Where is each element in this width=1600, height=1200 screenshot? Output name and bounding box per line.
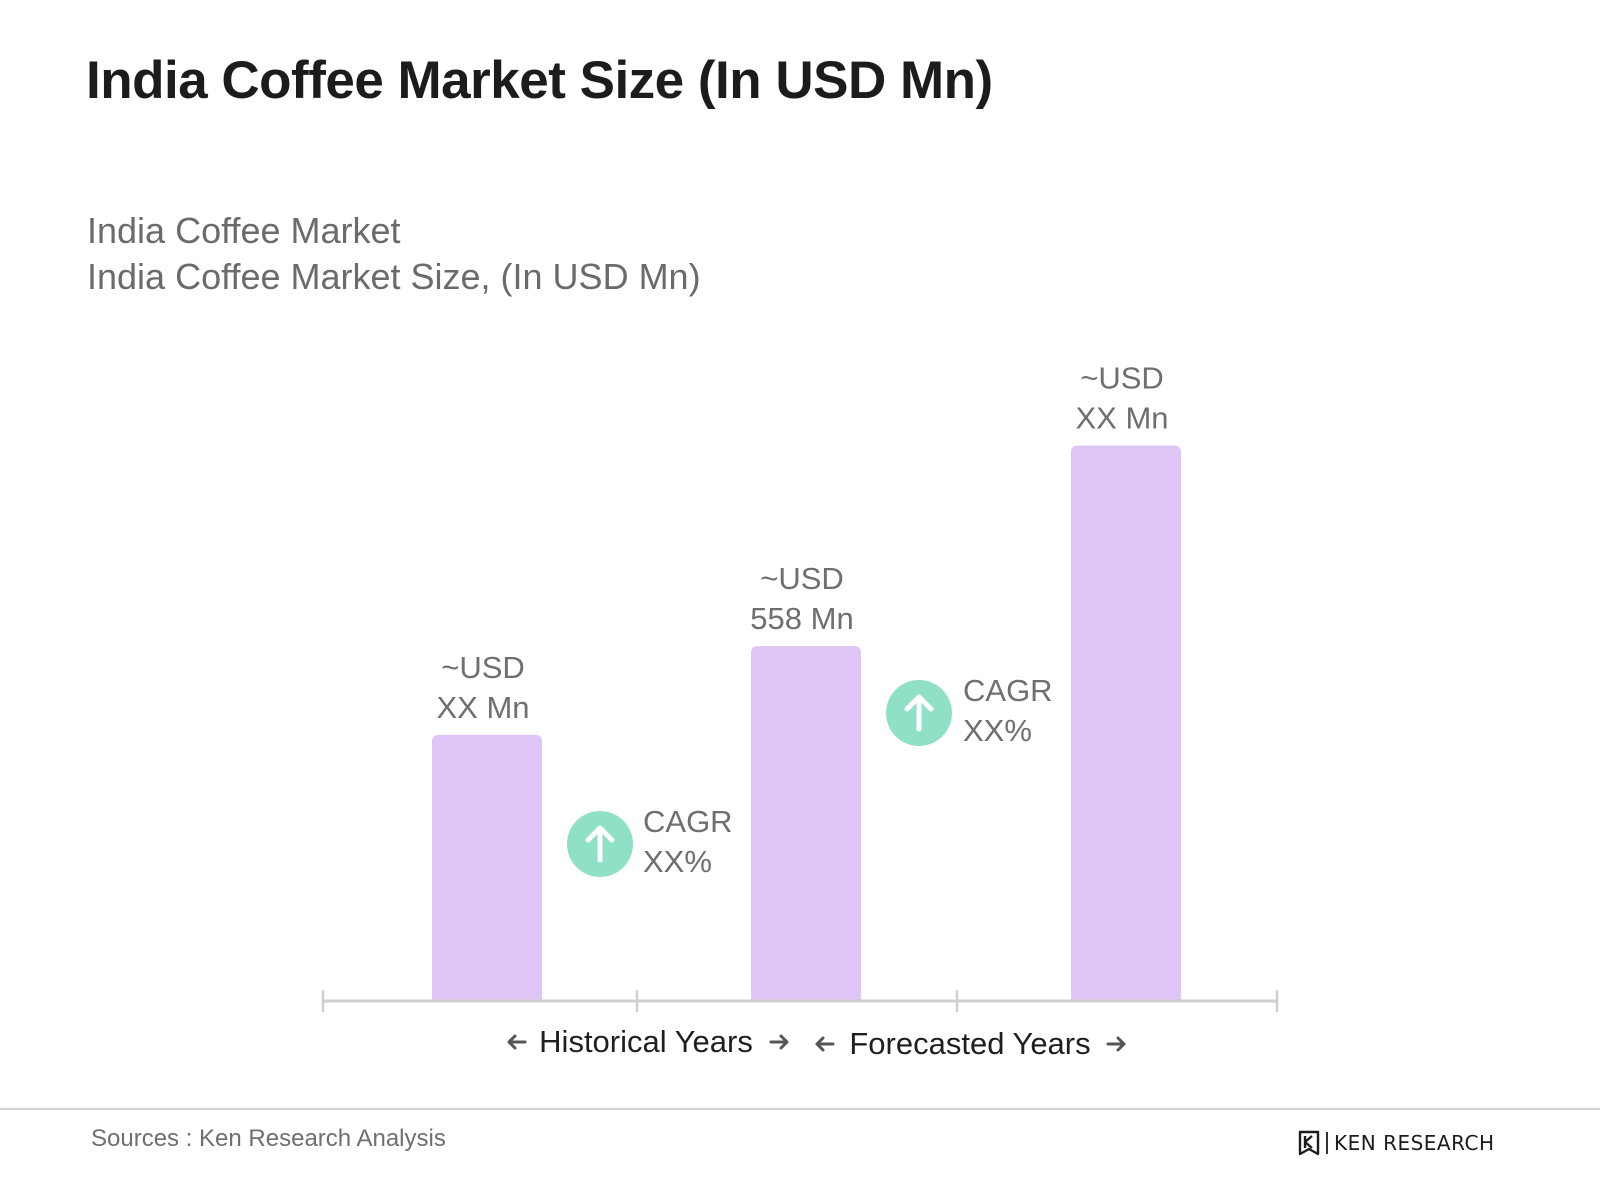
chart-subtitle-detail: India Coffee Market Size, (In USD Mn) <box>87 256 701 297</box>
bar-value-label: XX Mn <box>1075 401 1168 436</box>
ken-research-logo: KEN RESEARCH <box>1298 1129 1495 1157</box>
bar <box>1071 445 1181 1001</box>
arrow-up-icon <box>585 825 615 863</box>
bar-value-label: ~USD <box>760 561 844 596</box>
bar-chart: ~USD XX Mn ~USD 558 Mn ~USD XX Mn CAGR XX% CAGR X… <box>321 361 1279 1061</box>
bar-value-label: ~USD <box>1080 361 1164 396</box>
cagr-label: CAGR <box>963 673 1053 708</box>
bar-base <box>1071 993 1181 1001</box>
arrow-right-icon <box>769 1034 789 1050</box>
bar-value-label: XX Mn <box>436 690 529 725</box>
arrow-up-icon <box>904 694 934 732</box>
bar <box>751 646 861 1001</box>
bar-base <box>751 993 861 1001</box>
arrow-right-icon <box>1106 1036 1126 1052</box>
sources-note: Sources : Ken Research Analysis <box>91 1125 446 1152</box>
footer-divider <box>0 1108 1600 1110</box>
page-title: India Coffee Market Size (In USD Mn) <box>86 51 993 110</box>
cagr-value: XX% <box>643 844 712 879</box>
arrow-left-icon <box>507 1034 527 1050</box>
logo-separator <box>1326 1132 1328 1154</box>
bar <box>432 734 542 1001</box>
ken-research-logo-icon <box>1298 1130 1320 1156</box>
period-label: Historical Years <box>539 1024 753 1059</box>
arrow-left-icon <box>815 1036 835 1052</box>
chart-subtitle: India Coffee Market <box>87 210 401 251</box>
bar-value-label: 558 Mn <box>750 601 853 636</box>
bar-value-label: ~USD <box>441 650 525 685</box>
cagr-value: XX% <box>963 713 1032 748</box>
cagr-label: CAGR <box>643 804 733 839</box>
bar-base <box>432 993 542 1001</box>
logo-text: KEN RESEARCH <box>1334 1131 1495 1155</box>
period-label: Forecasted Years <box>849 1026 1090 1061</box>
